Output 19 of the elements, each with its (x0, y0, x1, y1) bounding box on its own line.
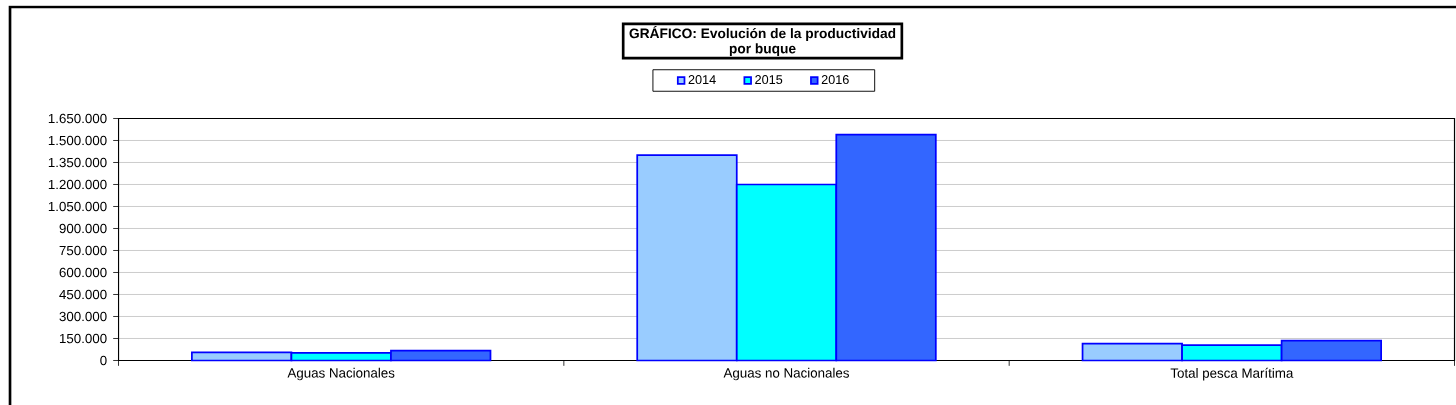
x-tick-label: Aguas Nacionales (287, 367, 395, 381)
y-tick-label: 1.050.000 (48, 201, 107, 212)
y-tick-label: 1.200.000 (48, 179, 107, 190)
y-tick-label: 750.000 (59, 245, 107, 256)
legend-label: 2014 (688, 75, 716, 85)
y-tick-label: 450.000 (59, 289, 107, 300)
y-tick-label: 300.000 (59, 311, 107, 322)
x-tick-label: Aguas no Nacionales (723, 367, 849, 381)
chart-title: GRÁFICO: Evolución de la productividad por buque (629, 25, 896, 57)
x-tick-label: Total pesca Marítima (1170, 367, 1294, 381)
y-tick-label: 1.500.000 (48, 135, 107, 146)
legend-label: 2015 (755, 75, 783, 85)
y-tick-label: 0 (100, 355, 107, 366)
y-tick-label: 1.350.000 (48, 157, 107, 168)
y-tick-label: 150.000 (59, 333, 107, 344)
legend-label: 2016 (821, 75, 849, 85)
y-tick-label: 600.000 (59, 267, 107, 278)
y-tick-label: 1.650.000 (48, 113, 107, 124)
y-tick-label: 900.000 (59, 223, 107, 234)
